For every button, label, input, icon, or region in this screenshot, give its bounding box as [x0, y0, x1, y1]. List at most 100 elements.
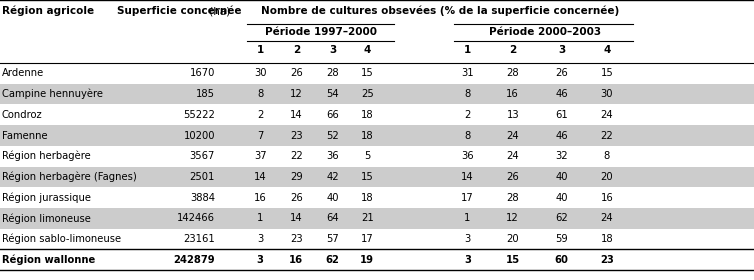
- Text: 15: 15: [601, 68, 613, 78]
- Text: 4: 4: [363, 45, 371, 55]
- Text: Région agricole: Région agricole: [2, 6, 93, 17]
- Bar: [0, 125, 754, 146]
- Text: Superficie concernée: Superficie concernée: [117, 6, 241, 17]
- Text: 26: 26: [556, 68, 568, 78]
- Text: Famenne: Famenne: [2, 130, 48, 141]
- Text: 4: 4: [603, 45, 611, 55]
- Text: 16: 16: [507, 89, 519, 99]
- Text: 3: 3: [464, 234, 470, 244]
- Text: 8: 8: [604, 151, 610, 161]
- Text: 55222: 55222: [183, 110, 215, 120]
- Text: 16: 16: [290, 255, 303, 265]
- Text: 2: 2: [293, 45, 300, 55]
- Text: Période 1997–2000: Période 1997–2000: [265, 27, 377, 37]
- Text: 26: 26: [507, 172, 519, 182]
- Text: 30: 30: [601, 89, 613, 99]
- Text: 12: 12: [290, 89, 302, 99]
- Text: Région wallonne: Région wallonne: [2, 255, 95, 265]
- Bar: [0, 167, 754, 187]
- Text: Région sablo-limoneuse: Région sablo-limoneuse: [2, 234, 121, 244]
- Text: 24: 24: [507, 130, 519, 141]
- Text: 20: 20: [601, 172, 613, 182]
- Text: 3: 3: [256, 255, 264, 265]
- Text: 46: 46: [556, 130, 568, 141]
- Text: 7: 7: [257, 130, 263, 141]
- Text: 24: 24: [507, 151, 519, 161]
- Text: 21: 21: [361, 213, 373, 223]
- Text: 8: 8: [464, 130, 470, 141]
- Text: 5: 5: [364, 151, 370, 161]
- Text: 25: 25: [361, 89, 373, 99]
- Bar: [0, 208, 754, 229]
- Text: Nombre de cultures obsevées (% de la superficie concernée): Nombre de cultures obsevées (% de la sup…: [261, 6, 619, 17]
- Text: 26: 26: [290, 193, 302, 203]
- Text: (ha): (ha): [206, 6, 230, 16]
- Text: 28: 28: [507, 193, 519, 203]
- Text: 61: 61: [556, 110, 568, 120]
- Text: 1: 1: [256, 45, 264, 55]
- Text: 18: 18: [361, 193, 373, 203]
- Text: 15: 15: [361, 68, 373, 78]
- Text: Condroz: Condroz: [2, 110, 42, 120]
- Text: 12: 12: [507, 213, 519, 223]
- Text: 2: 2: [509, 45, 516, 55]
- Text: 62: 62: [326, 255, 339, 265]
- Text: 52: 52: [326, 130, 339, 141]
- Text: 15: 15: [361, 172, 373, 182]
- Text: 40: 40: [556, 193, 568, 203]
- Text: Région herbagère: Région herbagère: [2, 151, 90, 162]
- Text: 36: 36: [326, 151, 339, 161]
- Text: 54: 54: [326, 89, 339, 99]
- Text: 17: 17: [461, 193, 474, 203]
- Text: 18: 18: [361, 110, 373, 120]
- Text: 8: 8: [464, 89, 470, 99]
- Text: 28: 28: [326, 68, 339, 78]
- Text: Région limoneuse: Région limoneuse: [2, 213, 90, 224]
- Text: Région jurassique: Région jurassique: [2, 192, 90, 203]
- Text: 14: 14: [290, 213, 302, 223]
- Text: 16: 16: [601, 193, 613, 203]
- Text: 3: 3: [558, 45, 566, 55]
- Text: 36: 36: [461, 151, 474, 161]
- Text: 14: 14: [461, 172, 474, 182]
- Text: 8: 8: [257, 89, 263, 99]
- Text: 3: 3: [257, 234, 263, 244]
- Text: 14: 14: [290, 110, 302, 120]
- Text: 40: 40: [556, 172, 568, 182]
- Text: 18: 18: [361, 130, 373, 141]
- Text: 3: 3: [464, 255, 471, 265]
- Text: 185: 185: [196, 89, 215, 99]
- Text: 23161: 23161: [183, 234, 215, 244]
- Text: 13: 13: [507, 110, 519, 120]
- Text: 40: 40: [326, 193, 339, 203]
- Text: 32: 32: [556, 151, 568, 161]
- Text: 23: 23: [290, 234, 302, 244]
- Text: 1: 1: [464, 45, 471, 55]
- Text: 1: 1: [257, 213, 263, 223]
- Text: 10200: 10200: [183, 130, 215, 141]
- Text: 20: 20: [507, 234, 519, 244]
- Text: 46: 46: [556, 89, 568, 99]
- Text: 2501: 2501: [189, 172, 215, 182]
- Text: 242879: 242879: [173, 255, 215, 265]
- Text: 14: 14: [254, 172, 266, 182]
- Text: 2: 2: [464, 110, 470, 120]
- Text: 24: 24: [601, 213, 613, 223]
- Text: 26: 26: [290, 68, 302, 78]
- Text: 66: 66: [326, 110, 339, 120]
- Text: Campine hennuyère: Campine hennuyère: [2, 89, 103, 99]
- Text: 30: 30: [254, 68, 266, 78]
- Text: 64: 64: [326, 213, 339, 223]
- Text: 1: 1: [464, 213, 470, 223]
- Text: 18: 18: [601, 234, 613, 244]
- Text: 17: 17: [361, 234, 373, 244]
- Text: 15: 15: [506, 255, 520, 265]
- Text: 60: 60: [555, 255, 569, 265]
- Text: 23: 23: [290, 130, 302, 141]
- Text: 3884: 3884: [190, 193, 215, 203]
- Text: 62: 62: [556, 213, 568, 223]
- Text: 29: 29: [290, 172, 302, 182]
- Text: 28: 28: [507, 68, 519, 78]
- Text: 2: 2: [257, 110, 263, 120]
- Text: 3567: 3567: [189, 151, 215, 161]
